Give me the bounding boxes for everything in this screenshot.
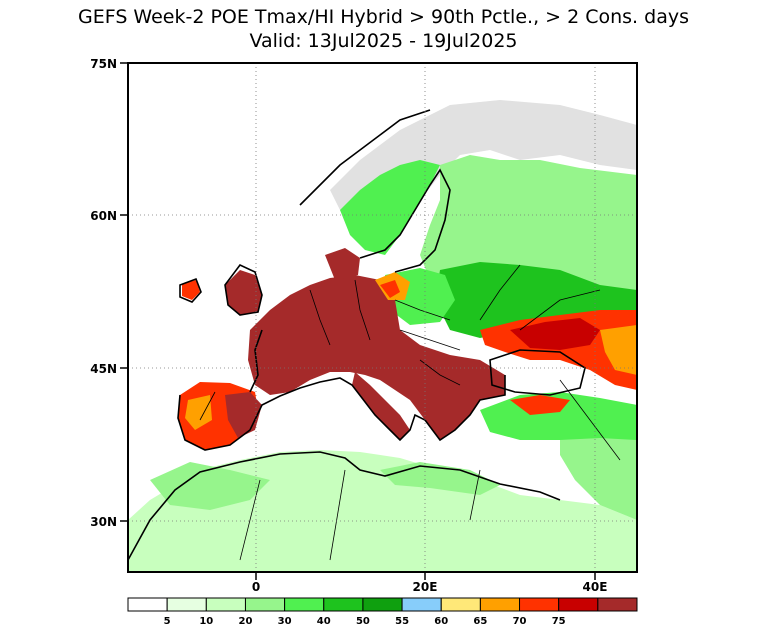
coastline-africa — [128, 451, 561, 561]
colorbar-swatch — [244, 597, 286, 612]
colorbar-label: 40 — [317, 616, 331, 627]
graticule — [128, 63, 637, 572]
y-tick-30n: 30N — [90, 515, 117, 529]
map-valid-dates: Valid: 13Jul2025 - 19Jul2025 — [249, 30, 518, 52]
colorbar-label: 65 — [473, 616, 487, 627]
coastline-europe-south — [177, 375, 506, 451]
colorbar-swatch — [127, 597, 168, 612]
germany-red — [380, 280, 400, 298]
coastline-ireland — [179, 277, 202, 303]
plot-frame — [127, 62, 638, 573]
colorbar-label: 75 — [552, 616, 566, 627]
eastern-europe-green — [435, 262, 637, 338]
y-axis — [120, 62, 128, 522]
coastline-baltic — [359, 168, 451, 273]
balkans-heat — [425, 385, 470, 430]
colorbar-label: 30 — [278, 616, 292, 627]
iberia-dark — [225, 392, 262, 438]
colorbar-label: 55 — [395, 616, 409, 627]
x-tick-20e: 20E — [413, 580, 438, 594]
y-tick-60n: 60N — [90, 209, 117, 223]
turkey-heat — [510, 395, 570, 415]
colorbar-swatch — [284, 597, 325, 612]
middle-east-field — [560, 425, 637, 520]
colorbar-swatch — [205, 597, 246, 612]
ukraine-dark — [510, 318, 600, 350]
scandinavia-green — [340, 160, 440, 255]
colorbar-swatch — [166, 597, 207, 612]
colorbar-swatch — [479, 597, 521, 612]
colorbar-label: 70 — [513, 616, 527, 627]
ireland-field — [182, 280, 200, 300]
x-tick-40e: 40E — [583, 580, 608, 594]
north-africa-field-green — [150, 462, 270, 510]
x-tick-0: 0 — [252, 580, 260, 594]
y-tick-45n: 45N — [90, 362, 117, 376]
colorbar-swatch — [362, 597, 403, 612]
colorbar-label: 60 — [434, 616, 448, 627]
x-axis — [255, 572, 596, 580]
colorbar-swatch — [401, 597, 442, 612]
north-africa-field-green2 — [380, 462, 500, 495]
uk-heat — [225, 270, 262, 315]
colorbar-swatch — [440, 597, 481, 612]
colorbar-label: 20 — [239, 616, 253, 627]
colorbar-label: 10 — [199, 616, 213, 627]
map-title: GEFS Week-2 POE Tmax/HI Hybrid > 90th Pc… — [78, 6, 689, 28]
coastlines — [128, 109, 586, 561]
coastline-france-west — [249, 329, 263, 393]
colorbar-label: 5 — [164, 616, 171, 627]
ukraine-orange — [600, 325, 637, 375]
colorbar-swatch — [519, 597, 560, 612]
denmark-heat — [325, 248, 360, 280]
colorbar-swatch — [597, 597, 638, 612]
colorbar-swatch — [323, 597, 364, 612]
map-field — [128, 100, 637, 572]
colorbar-swatch — [558, 597, 599, 612]
y-tick-75n: 75N — [90, 57, 117, 71]
coastline-black-sea — [489, 349, 586, 396]
iberia-orange — [185, 395, 212, 430]
colorbar-label: 50 — [356, 616, 370, 627]
country-borders — [199, 264, 621, 561]
coastline-norway — [299, 109, 431, 206]
colorbar: 5 10 20 30 40 50 55 60 65 70 75 — [127, 597, 638, 627]
italy-heat — [352, 372, 410, 440]
coastline-uk — [224, 264, 263, 316]
